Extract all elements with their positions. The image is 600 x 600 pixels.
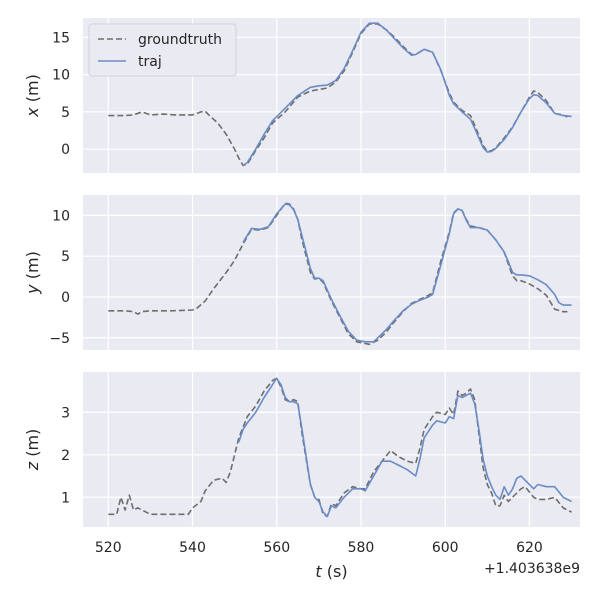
x-tick-label: 580 [348, 540, 375, 556]
x-axis-label-unit: (s) [322, 562, 348, 581]
series-line-traj [242, 203, 572, 343]
x-tick-label: 560 [263, 540, 290, 556]
y-axis-label-var: y [23, 284, 42, 295]
legend-label-traj: traj [138, 54, 162, 70]
y-tick-label: −5 [49, 331, 70, 347]
x-tick-label: 600 [432, 540, 459, 556]
y-axis-label-var: x [23, 107, 42, 118]
x-tick-label: 540 [179, 540, 206, 556]
series-line-traj [238, 377, 572, 518]
y-tick-label: 10 [52, 208, 70, 224]
y-tick-label: 3 [61, 405, 70, 421]
y-axis-label-var: z [23, 461, 42, 471]
x-offset-text: +1.403638e9 [484, 561, 580, 577]
y-axis-label: x (m) [23, 74, 42, 118]
y-tick-label: 10 [52, 68, 70, 84]
y-tick-label: 15 [52, 30, 70, 46]
plot-area [83, 372, 580, 527]
x-axis-label: t (s) [315, 562, 347, 581]
y-axis-label: z (m) [23, 429, 42, 472]
y-tick-label: 0 [61, 142, 70, 158]
legend-label-groundtruth: groundtruth [138, 32, 222, 48]
y-tick-label: 2 [61, 448, 70, 464]
x-axis-label-var: t [315, 562, 322, 581]
x-tick-label: 520 [95, 540, 122, 556]
y-tick-label: 5 [61, 249, 70, 265]
y-axis-label-unit: (m) [23, 429, 42, 462]
y-axis-label-unit: (m) [23, 251, 42, 284]
y-axis-label-unit: (m) [23, 74, 42, 107]
y-tick-label: 5 [61, 105, 70, 121]
legend: groundtruth traj [88, 23, 237, 77]
legend-box [88, 23, 237, 77]
plot-area [83, 195, 580, 350]
y-tick-label: 0 [61, 290, 70, 306]
panel-y: −5 0 5 10 y (m) [23, 195, 580, 350]
series-line-traj [242, 22, 572, 167]
series-line-groundtruth [108, 202, 568, 346]
panel-x: 0 5 10 15 x (m) groundtruth traj [23, 18, 580, 173]
series-line-groundtruth [108, 377, 572, 518]
y-axis-label: y (m) [23, 251, 42, 295]
x-tick-label: 620 [516, 540, 543, 556]
panel-z: 1 2 3 z (m) 520 540 560 580 600 620 t (s) +1.403638… [23, 372, 580, 581]
y-tick-label: 1 [61, 490, 70, 506]
